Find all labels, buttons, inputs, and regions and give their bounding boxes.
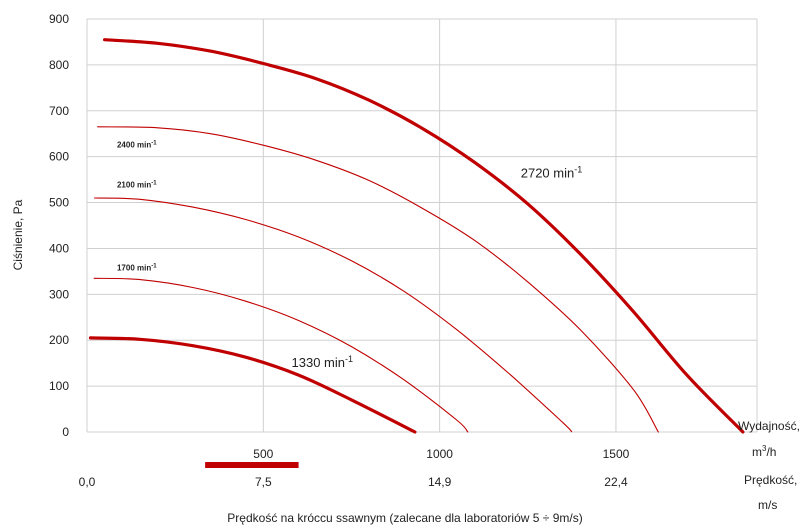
curve-label: 2400 min-1: [117, 140, 157, 149]
curves: [88, 38, 745, 434]
y-tick-label: 500: [49, 196, 69, 210]
flow-axis-label-line1: Wydajność,: [738, 419, 800, 433]
velocity-axis-label-line2: m/s: [758, 498, 777, 512]
y-tick-label: 300: [49, 287, 69, 301]
y-tick-label: 700: [49, 104, 69, 118]
curve-1700-min: [93, 277, 469, 433]
flow-tick-label: 1000: [426, 447, 453, 461]
curve-2720-min: [103, 38, 745, 434]
velocity-axis-label-line1: Prędkość,: [744, 473, 797, 487]
flow-axis-label-line2: m3/h: [752, 444, 776, 459]
y-axis-label: Ciśnienie, Pa: [11, 199, 25, 270]
y-tick-label: 800: [49, 58, 69, 72]
x-axis-label: Prędkość na króccu ssawnym (zalecane dla…: [227, 511, 582, 525]
y-tick-label: 400: [49, 241, 69, 255]
grid: [86, 18, 758, 433]
curve-labels: 2720 min-1 2400 min-1 2100 min-1 1700 min-1…: [117, 140, 582, 369]
flow-tick-label: 1500: [603, 447, 630, 461]
velocity-tick-label: 22,4: [604, 475, 628, 489]
velocity-axis-ticks: 0,0 7,5 14,9 22,4: [79, 475, 628, 489]
curve-1330-min: [88, 336, 417, 434]
y-axis-ticks: 0 100 200 300 400 500 600 700 800 900: [49, 12, 69, 439]
curve-2400-min: [97, 126, 659, 433]
velocity-tick-label: 14,9: [428, 475, 452, 489]
curve-2100-min: [94, 197, 573, 433]
y-tick-label: 200: [49, 333, 69, 347]
velocity-tick-label: 7,5: [255, 475, 272, 489]
curve-label: 2100 min-1: [117, 180, 157, 189]
curve-label: 1330 min-1: [292, 354, 354, 370]
y-tick-label: 100: [49, 379, 69, 393]
y-tick-label: 0: [62, 425, 69, 439]
recommended-range-bar: [205, 462, 299, 468]
y-tick-label: 600: [49, 150, 69, 164]
velocity-tick-label: 0,0: [79, 475, 96, 489]
flow-tick-label: 500: [253, 447, 273, 461]
flow-axis-ticks: 500 1000 1500: [253, 447, 629, 461]
y-tick-label: 900: [49, 12, 69, 26]
curve-label: 1700 min-1: [117, 263, 157, 272]
curve-label: 2720 min-1: [521, 164, 583, 180]
recommended-velocity-range: [205, 462, 299, 468]
